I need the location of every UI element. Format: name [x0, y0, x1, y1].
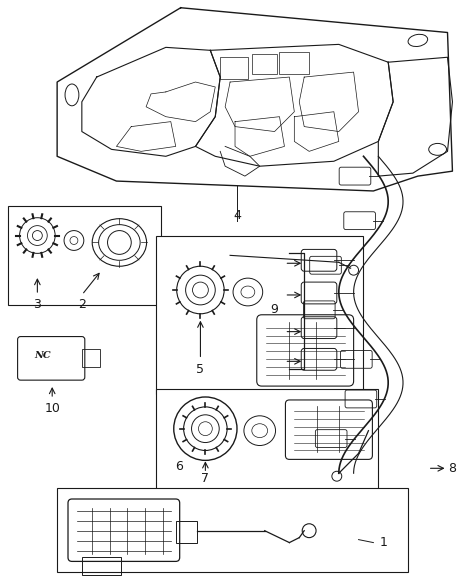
Bar — [8, 206, 161, 305]
Bar — [280, 52, 309, 74]
Text: 1: 1 — [379, 536, 387, 549]
Bar — [220, 57, 248, 79]
Text: 9: 9 — [271, 303, 279, 317]
Text: NC: NC — [34, 351, 51, 360]
Text: 6: 6 — [175, 460, 182, 473]
Bar — [176, 521, 198, 543]
Bar — [82, 349, 100, 367]
Bar — [252, 54, 276, 74]
Text: 10: 10 — [44, 402, 60, 415]
Text: 5: 5 — [196, 363, 204, 376]
Text: 2: 2 — [78, 298, 86, 311]
Text: 7: 7 — [201, 472, 210, 484]
Bar — [82, 557, 121, 575]
Text: 4: 4 — [233, 209, 241, 222]
Bar — [156, 389, 378, 503]
Text: 8: 8 — [448, 462, 456, 475]
Bar — [57, 488, 408, 573]
Bar — [156, 236, 364, 394]
Text: 3: 3 — [34, 298, 41, 311]
